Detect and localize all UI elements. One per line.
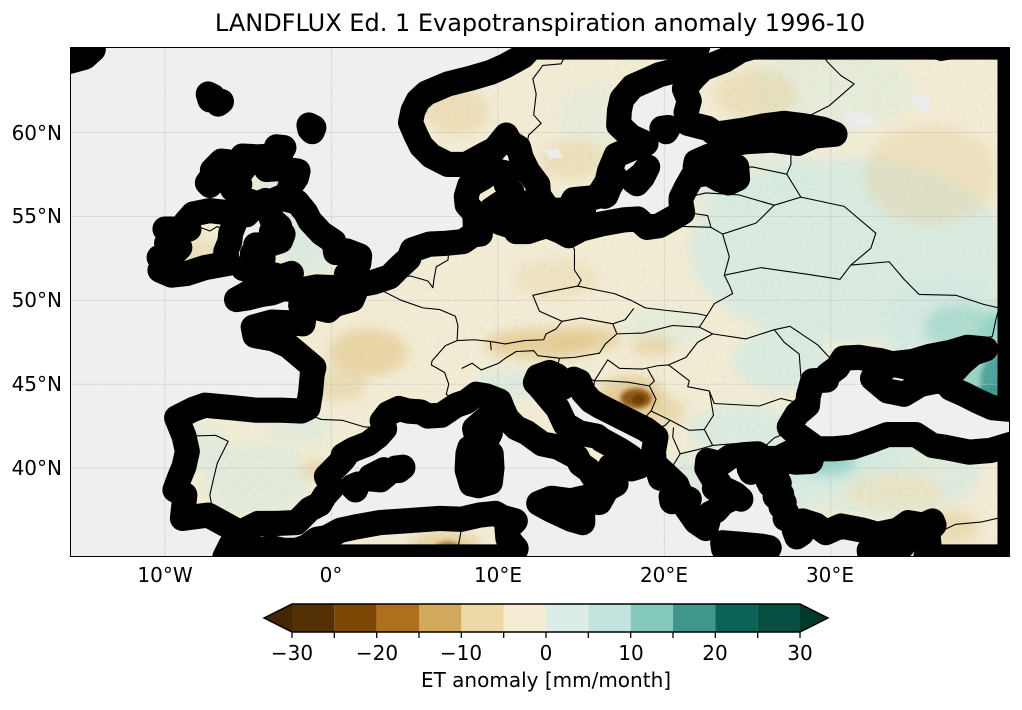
ytick-60n: 60°N — [11, 121, 62, 145]
europe-anomaly-map — [70, 47, 1010, 557]
xtick-30e: 30°E — [805, 563, 855, 587]
ytick-40n: 40°N — [11, 456, 62, 480]
xtick-10e: 10°E — [473, 563, 523, 587]
cbar-tick-neg10: −10 — [439, 641, 483, 665]
xtick-10w: 10°W — [137, 563, 193, 587]
xtick-0: 0° — [319, 563, 343, 587]
ytick-45n: 45°N — [11, 372, 62, 396]
cbar-tick-20: 20 — [702, 641, 728, 665]
cbar-tick-30: 30 — [787, 641, 813, 665]
colorbar-over-arrow — [800, 604, 828, 632]
cbar-tick-10: 10 — [618, 641, 644, 665]
country-borders — [184, 47, 1010, 557]
colorbar-tick-marks — [291, 632, 801, 638]
cbar-tick-0: 0 — [539, 641, 553, 665]
cbar-tick-neg30: −30 — [270, 641, 314, 665]
colorbar-under-arrow — [264, 604, 292, 632]
colorbar-label: ET anomaly [mm/month] — [420, 668, 672, 692]
xtick-20e: 20°E — [639, 563, 689, 587]
cbar-tick-neg20: −20 — [355, 641, 399, 665]
chart-title: LANDFLUX Ed. 1 Evapotranspiration anomal… — [214, 9, 866, 37]
colorbar — [262, 603, 830, 638]
ytick-50n: 50°N — [11, 288, 62, 312]
ytick-55n: 55°N — [11, 204, 62, 228]
colorbar-segments — [292, 604, 801, 632]
